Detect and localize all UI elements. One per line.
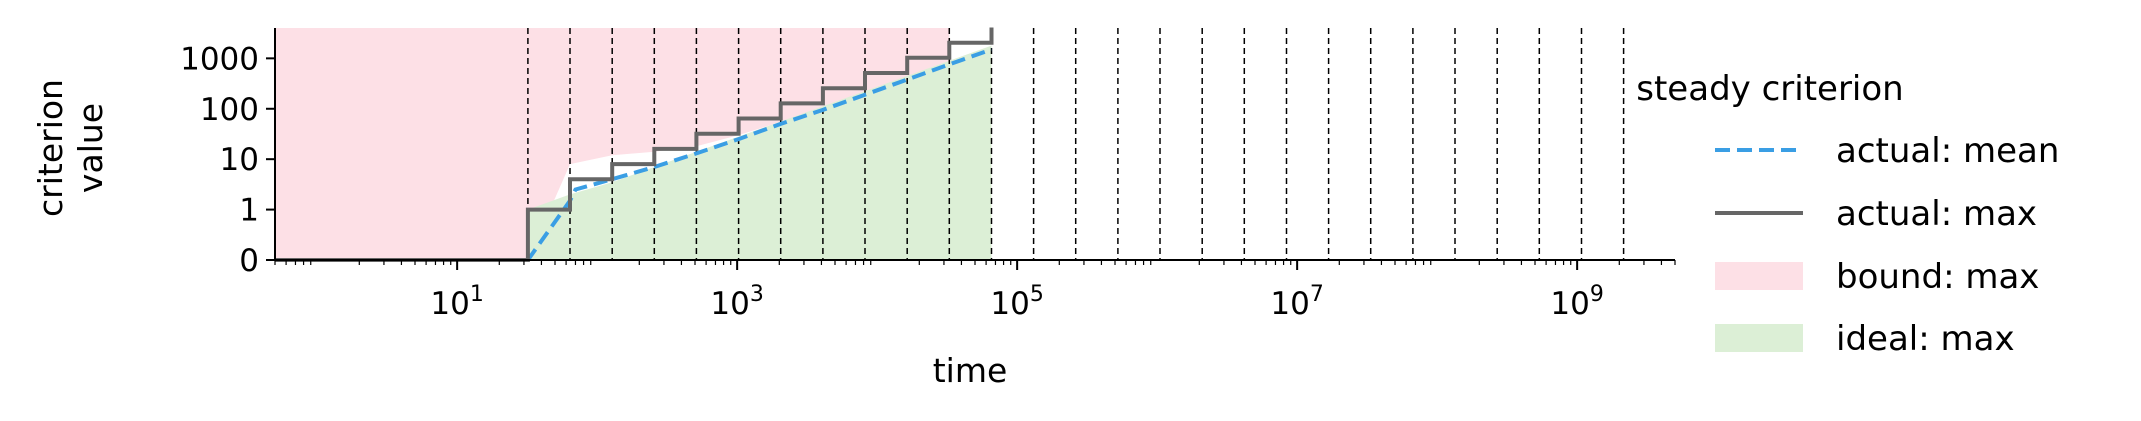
x-tick-label-1: 101 [430, 282, 483, 322]
legend-entry-bound-max: bound: max [1715, 257, 2039, 297]
legend-title: steady criterion [1636, 69, 1903, 109]
x-tick-label-7: 107 [1270, 282, 1323, 322]
x-axis-label: time [933, 351, 1008, 390]
y-axis-label-line-2: value [71, 103, 110, 193]
legend-label-bound-max: bound: max [1836, 257, 2039, 297]
series-lines [275, 27, 994, 262]
fill-ideal-max [527, 28, 992, 260]
legend-entry-ideal-max: ideal: max [1715, 319, 2015, 359]
y-axis-label: criterion value [31, 79, 110, 217]
x-tick-label-5: 105 [990, 282, 1043, 322]
y-tick-label-1: 1 [239, 193, 259, 229]
legend-label-actual-max: actual: max [1836, 194, 2037, 234]
legend: steady criterion actual: mean actual: ma… [1636, 69, 2059, 359]
y-tick-label-1000: 1000 [180, 41, 259, 77]
legend-entry-actual-max: actual: max [1715, 194, 2037, 234]
legend-swatch-ideal-max [1715, 324, 1803, 352]
legend-label-actual-mean: actual: mean [1836, 131, 2059, 171]
x-ticks: 101 103 105 107 109 [274, 260, 1676, 322]
plot-fills [275, 28, 992, 260]
y-tick-label-0: 0 [239, 243, 259, 279]
legend-swatch-bound-max [1715, 262, 1803, 290]
legend-label-ideal-max: ideal: max [1836, 319, 2015, 359]
y-tick-label-10: 10 [220, 142, 259, 178]
line-actual-max [275, 27, 994, 262]
x-tick-label-9: 109 [1550, 282, 1603, 322]
y-axis-label-line-1: criterion [31, 79, 70, 217]
x-tick-label-3: 103 [710, 282, 763, 322]
y-ticks: 0 1 10 100 1000 [180, 41, 275, 279]
y-tick-label-100: 100 [200, 92, 259, 128]
legend-entry-actual-mean: actual: mean [1715, 131, 2059, 171]
